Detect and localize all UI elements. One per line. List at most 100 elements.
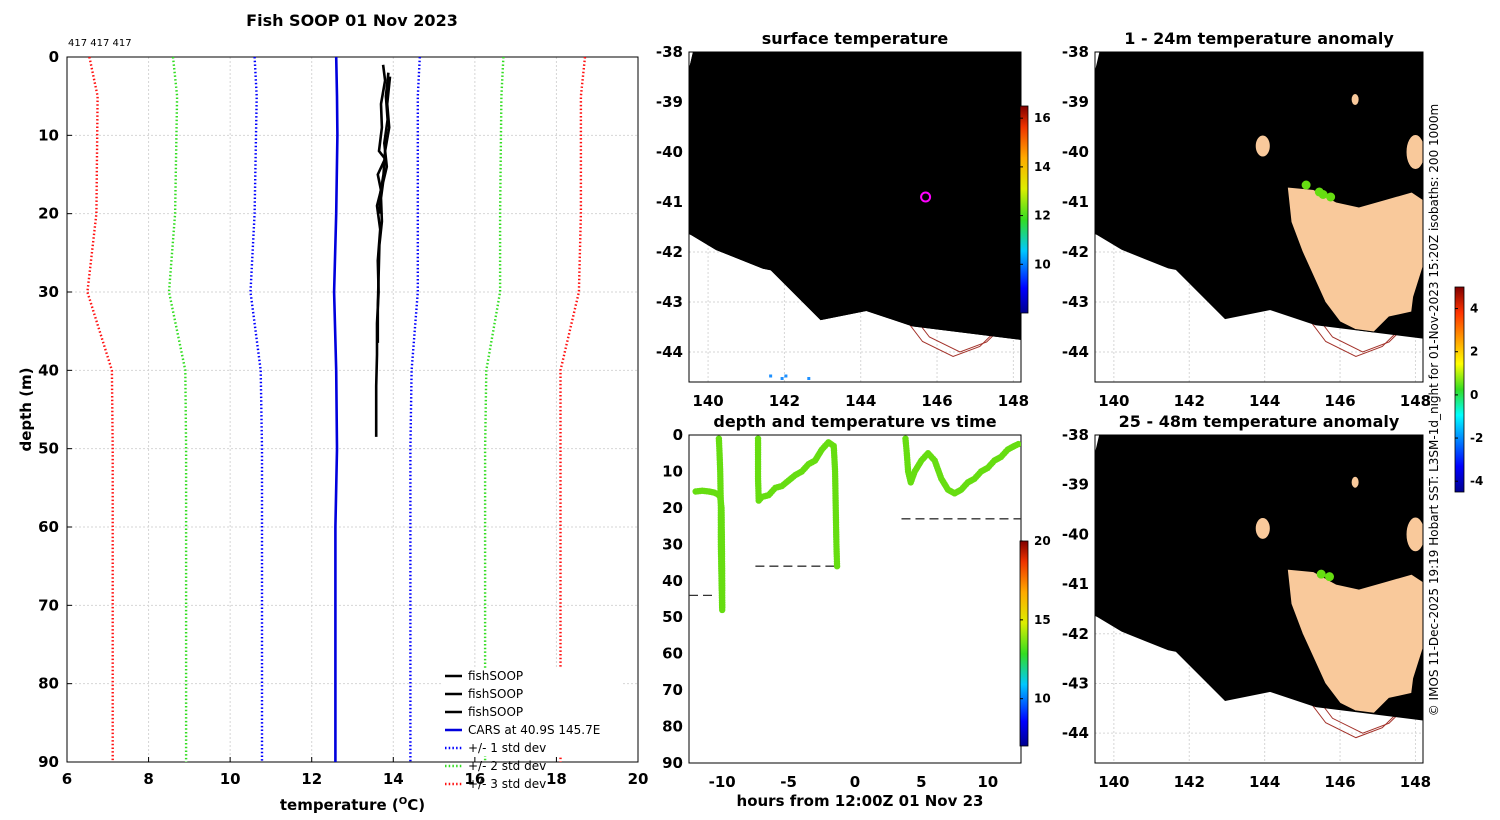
y-tick-label: 50 (38, 440, 59, 458)
x-tick-label: 142 (769, 392, 800, 410)
x-tick-label: 10 (220, 770, 241, 788)
x-tick-label: 148 (998, 392, 1029, 410)
colorbar-tick-label: 2 (1470, 345, 1478, 359)
colorbar-tick-label: 16 (1034, 111, 1051, 125)
y-tick-label: -42 (1062, 625, 1089, 643)
x-tick-label: 144 (1249, 392, 1280, 410)
series-line (559, 56, 587, 762)
colorbar-tick-label: -4 (1470, 474, 1483, 488)
island (1350, 475, 1360, 489)
y-tick-label: -42 (656, 243, 683, 261)
anomaly-point (1325, 572, 1335, 582)
x-tick-label: 8 (143, 770, 153, 788)
y-tick-label: 60 (38, 518, 59, 536)
series-line (374, 64, 387, 437)
legend-entry: +/- 3 std dev (468, 777, 546, 791)
y-axis-label: depth (m) (17, 367, 35, 451)
y-tick-label: 50 (662, 608, 683, 626)
series-line (167, 56, 188, 762)
colorbar-tick-label: 15 (1034, 613, 1051, 627)
y-tick-label: -41 (656, 193, 683, 211)
x-tick-label: 146 (1324, 773, 1355, 791)
sst-map: 140 142 144 146 148 -38 -39 -40 -41 -42 -43 -44 surf… (656, 29, 1029, 410)
x-tick-label: 0 (850, 773, 860, 791)
series-line (86, 56, 114, 762)
sst-colorbar: 10 12 14 16 (1019, 105, 1051, 314)
tasmania-land (1286, 568, 1423, 714)
panel-title: 25 - 48m temperature anomaly (1119, 412, 1400, 431)
y-tick-label: 70 (662, 681, 683, 699)
x-tick-label: 14 (383, 770, 404, 788)
track-point (1015, 440, 1021, 448)
x-tick-label: 144 (845, 392, 876, 410)
colorbar-tick-label: 14 (1034, 160, 1051, 174)
panel-title: surface temperature (762, 29, 949, 48)
tasmania-land (1286, 186, 1423, 333)
credit-text: © IMOS 11-Dec-2025 19:19 Hobart SST: L3S… (1427, 104, 1441, 717)
legend-entry: fishSOOP (468, 687, 523, 701)
series-line (409, 56, 421, 762)
y-tick-label: 80 (38, 675, 59, 693)
y-tick-label: 60 (662, 645, 683, 663)
y-tick-label: -39 (656, 93, 683, 111)
sst-cell (769, 374, 773, 378)
y-tick-label: -41 (1062, 193, 1089, 211)
x-axis-label: hours from 12:00Z 01 Nov 23 (737, 792, 984, 810)
x-axis-label: temperature (OC) (280, 796, 425, 814)
y-tick-label: 90 (662, 754, 683, 772)
y-tick-label: 20 (38, 205, 59, 223)
plot-frame (1094, 434, 1424, 764)
x-tick-label: 148 (1400, 773, 1431, 791)
legend-entry: +/- 2 std dev (468, 759, 546, 773)
x-tick-label: 16 (464, 770, 485, 788)
colorbar-ramp (1019, 540, 1029, 747)
x-tick-label: 10 (977, 773, 998, 791)
anomaly-point (1318, 190, 1328, 199)
plot-frame (1094, 51, 1424, 383)
x-tick-label: 142 (1174, 392, 1205, 410)
series-line (249, 56, 264, 762)
sst-cell (807, 377, 811, 380)
x-tick-label: 144 (1249, 773, 1280, 791)
colorbar-tick-label: 4 (1470, 302, 1478, 316)
legend-entry: fishSOOP (468, 705, 523, 719)
y-tick-label: -39 (1062, 476, 1089, 494)
panel-title: depth and temperature vs time (713, 412, 996, 431)
x-tick-label: 142 (1174, 773, 1205, 791)
y-tick-label: 30 (38, 283, 59, 301)
king-island (1254, 516, 1271, 540)
y-tick-label: -43 (1062, 293, 1089, 311)
legend-entry: +/- 1 std dev (468, 741, 546, 755)
anom1-map: 140 142 144 146 148 -38 -39 -40 -41 -42 -43 -44 1 - … (1062, 29, 1431, 410)
king-island (1254, 134, 1271, 158)
y-tick-label: -40 (656, 143, 683, 161)
anom2-map: 140 142 144 146 148 -38 -39 -40 -41 -42 -43 -44 25 -… (1062, 412, 1431, 791)
x-tick-label: 12 (301, 770, 322, 788)
y-tick-label: -40 (1062, 525, 1089, 543)
y-tick-label: -44 (656, 343, 683, 361)
series-line (483, 56, 505, 762)
y-tick-label: 80 (662, 718, 683, 736)
anomaly-colorbar: -4 -2 0 2 4 (1454, 286, 1483, 493)
y-tick-label: -38 (656, 43, 683, 61)
vessel-marker (920, 191, 932, 203)
colorbar-ramp (1454, 286, 1465, 493)
track-point (833, 563, 841, 570)
map-content (1141, 52, 1423, 358)
legend-box (442, 668, 622, 756)
y-tick-label: 20 (662, 499, 683, 517)
tracks (692, 435, 1021, 614)
x-tick-label: 140 (692, 392, 723, 410)
track-point (715, 435, 723, 442)
x-tick-label: 148 (1400, 392, 1431, 410)
anomaly-point (1326, 192, 1336, 202)
x-tick-label: -10 (709, 773, 736, 791)
depth-time-chart: -10 -5 0 5 10 0 10 20 30 40 50 60 70 80 90 hours from 1… (662, 412, 1022, 810)
y-tick-label: 70 (38, 596, 59, 614)
plot-frame (66, 56, 639, 763)
figure-title: Fish SOOP 01 Nov 2023 (246, 11, 458, 30)
x-tick-label: 6 (62, 770, 72, 788)
y-tick-label: 10 (38, 126, 59, 144)
colorbar-ramp (1019, 105, 1029, 314)
